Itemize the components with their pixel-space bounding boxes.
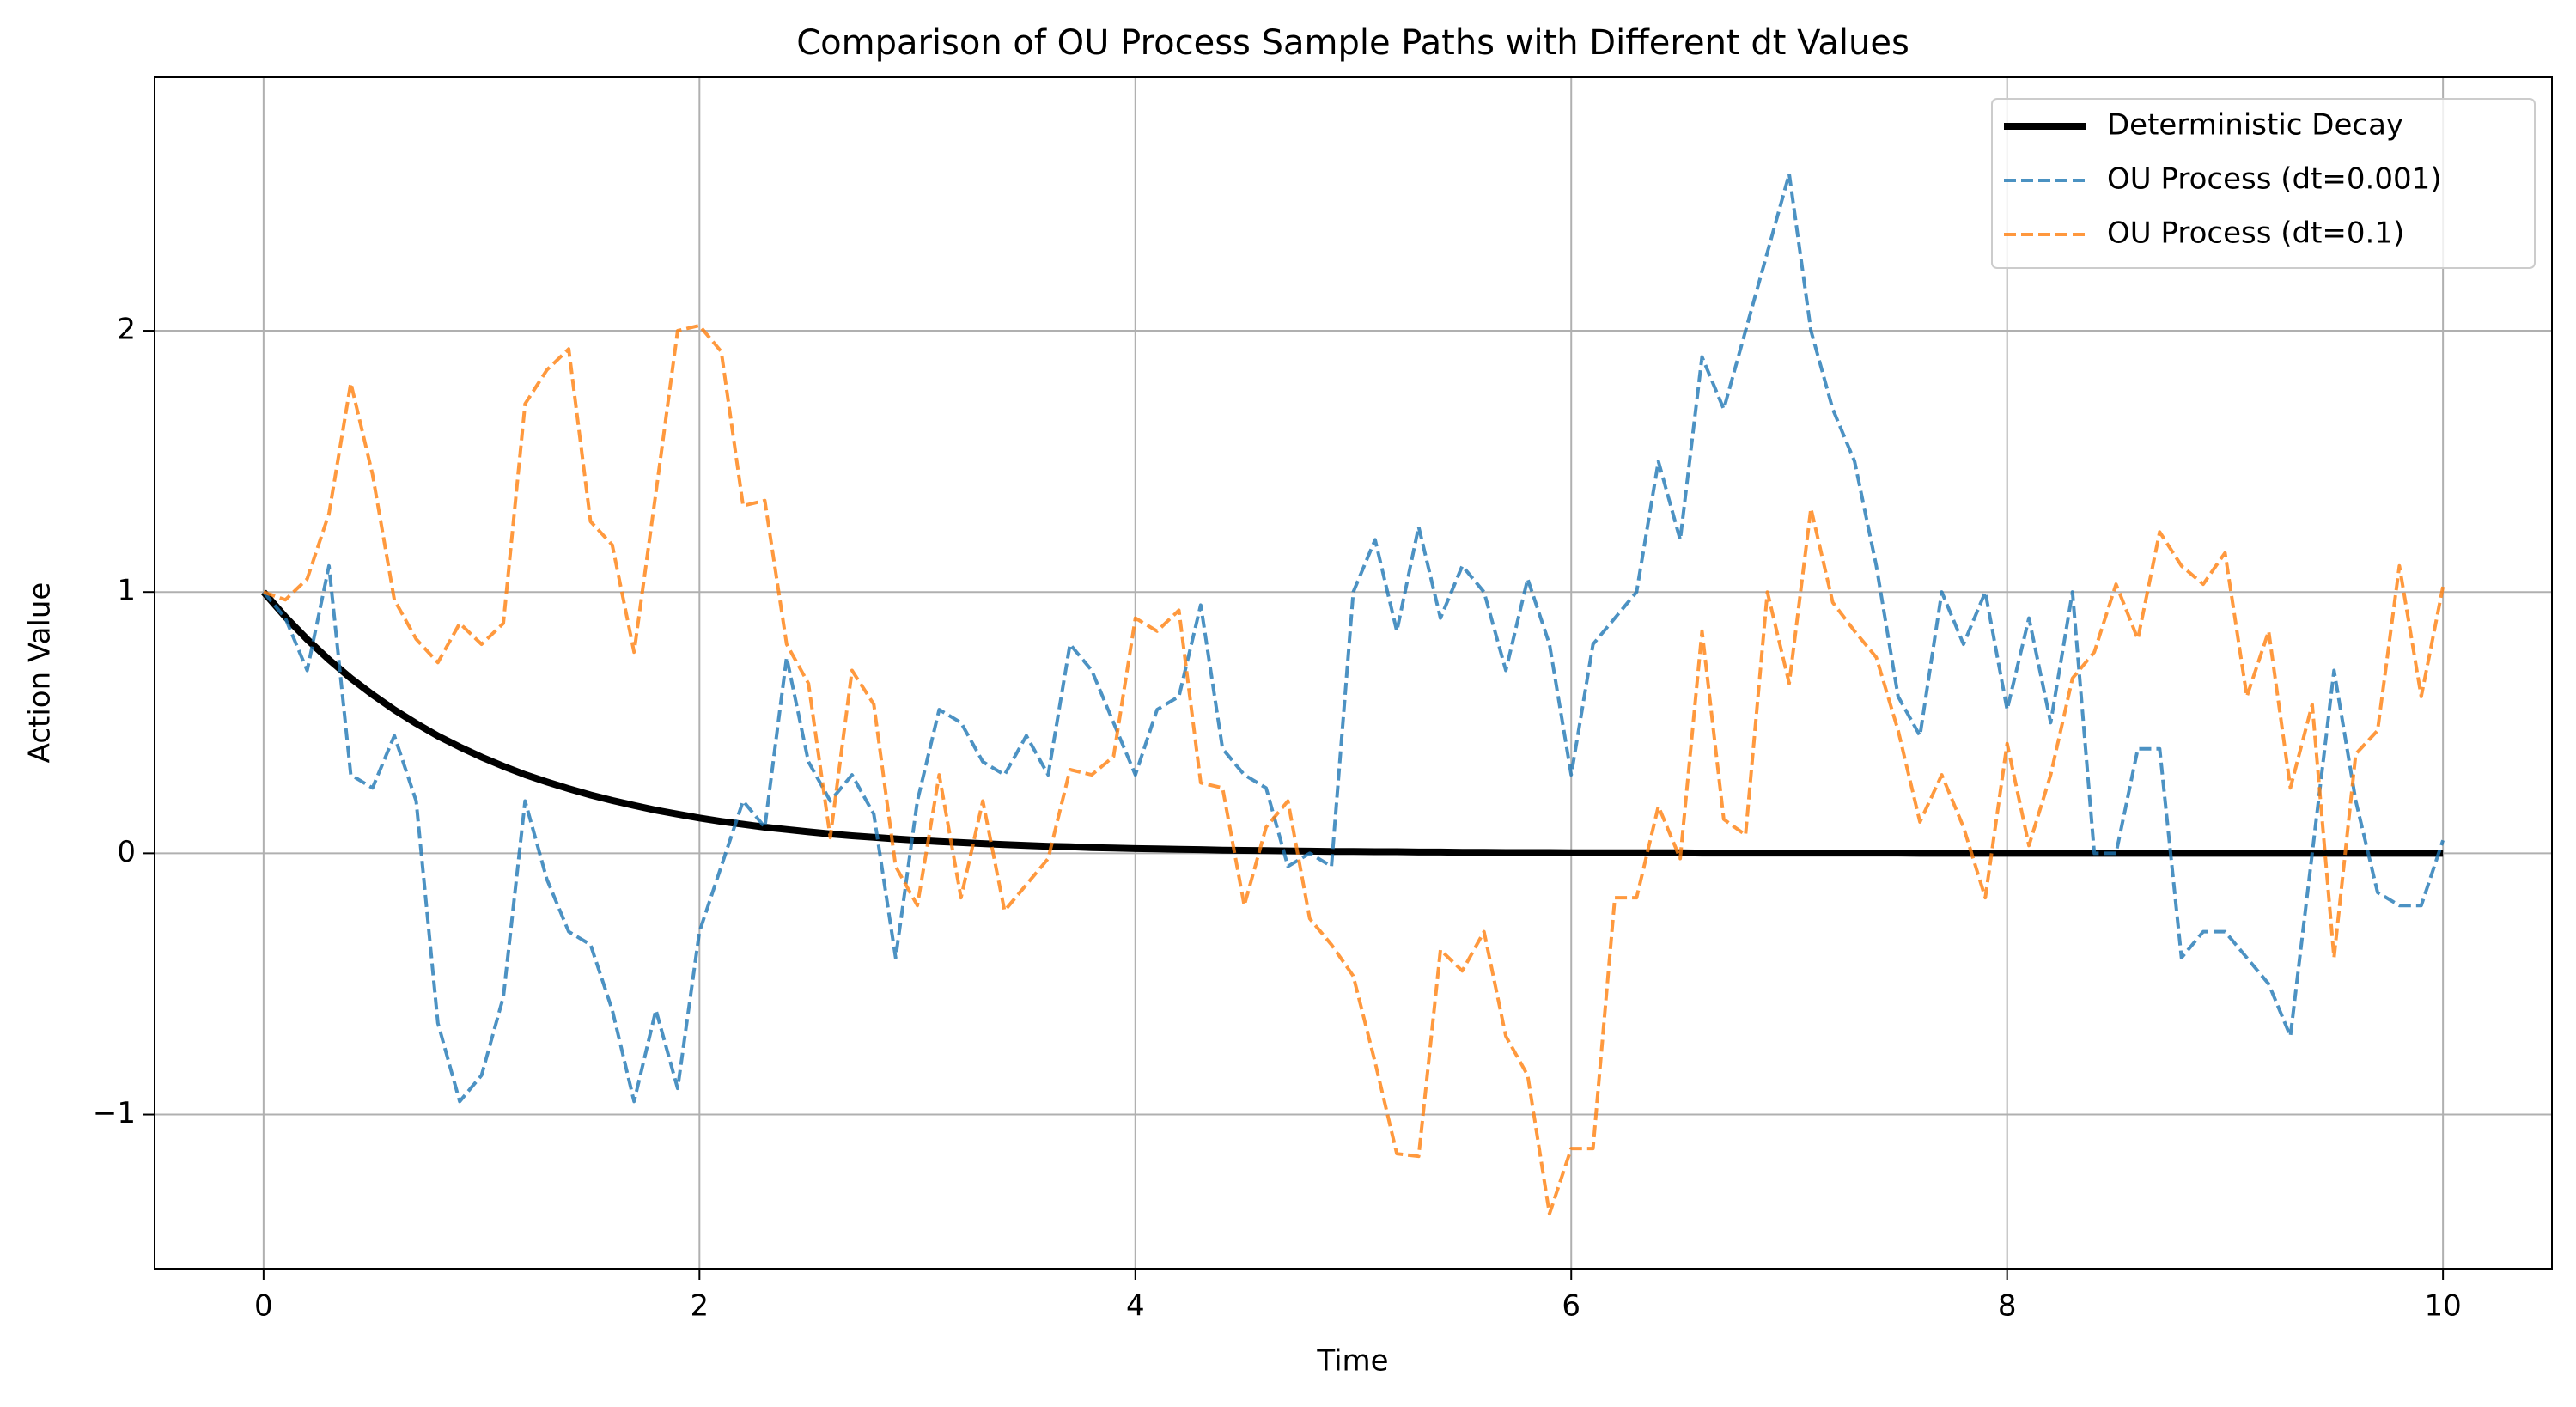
x-tick-label: 2: [690, 1289, 709, 1324]
y-tick-label: 1: [117, 574, 136, 608]
series-line: [262, 172, 2445, 1104]
legend-label: OU Process (dt=0.1): [2107, 216, 2404, 251]
y-tick-label: 2: [117, 313, 136, 347]
x-tick-label: 10: [2425, 1289, 2462, 1324]
legend-label: OU Process (dt=0.001): [2107, 162, 2442, 197]
x-tick-label: 8: [1998, 1289, 2017, 1324]
legend-box: [1991, 98, 2536, 269]
series-line: [260, 589, 2444, 857]
x-axis-label: Time: [1316, 1344, 1388, 1379]
x-tick-label: 0: [254, 1289, 273, 1324]
series-line: [263, 324, 2445, 1216]
x-tick-label: 4: [1126, 1289, 1145, 1324]
legend-label: Deterministic Decay: [2107, 108, 2403, 143]
y-tick-label: 0: [117, 835, 136, 869]
y-tick-label: −1: [93, 1096, 136, 1130]
plot-frame: [154, 76, 2553, 1270]
chart-title: Comparison of OU Process Sample Paths wi…: [796, 23, 1909, 63]
x-tick-label: 6: [1562, 1289, 1580, 1324]
y-axis-label: Action Value: [23, 582, 58, 764]
